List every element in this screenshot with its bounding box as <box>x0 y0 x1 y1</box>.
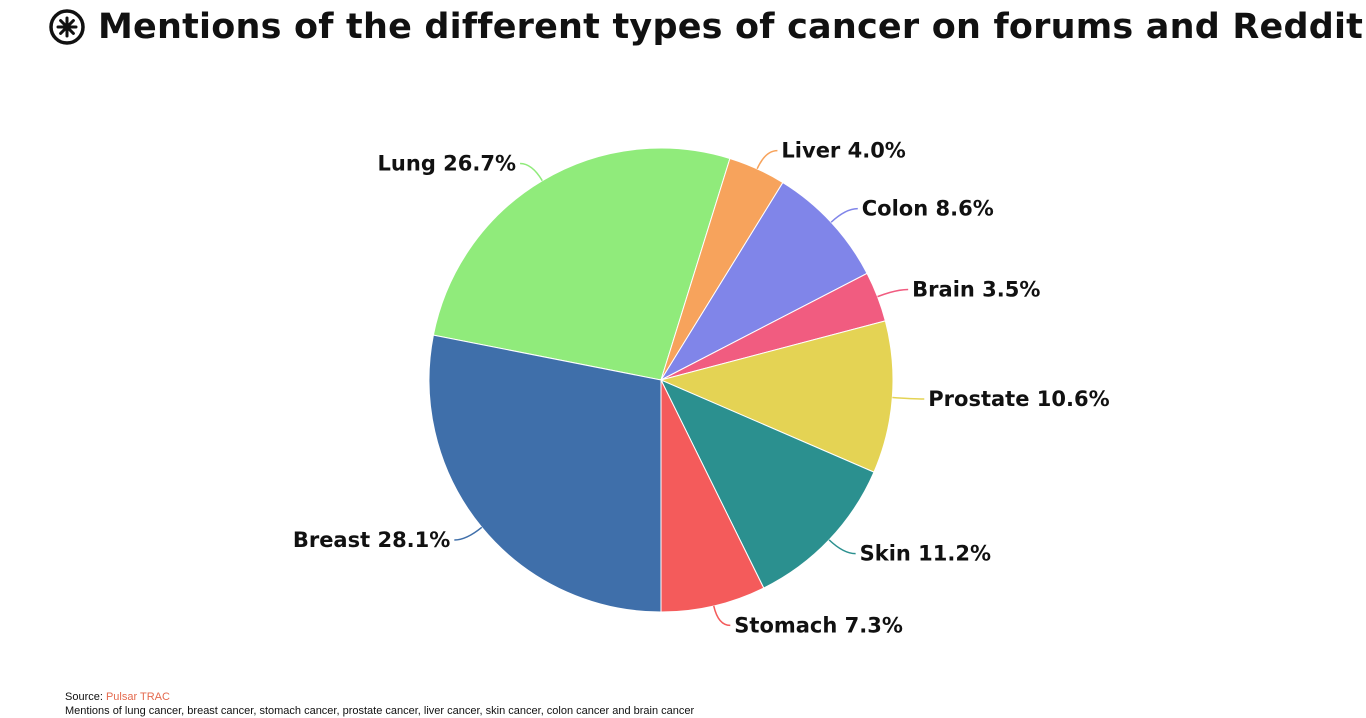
pie-slice-skin[interactable] <box>659 379 875 589</box>
chart-footer: Source: Pulsar TRAC Mentions of lung can… <box>65 690 694 718</box>
connector-colon <box>830 207 858 223</box>
pie-slice-stomach[interactable] <box>660 379 765 613</box>
connector-skin <box>828 539 856 555</box>
chart-header: Mentions of the different types of cance… <box>48 4 1363 50</box>
chart-title: Mentions of the different types of cance… <box>98 7 1364 47</box>
pulsar-logo-icon <box>49 9 85 45</box>
connector-prostate <box>892 396 925 400</box>
slice-label-brain: Brain 3.5% <box>912 277 1040 301</box>
pie-slice-breast[interactable] <box>428 334 662 613</box>
footer-note: Mentions of lung cancer, breast cancer, … <box>65 705 695 717</box>
slice-label-skin: Skin 11.2% <box>860 542 991 566</box>
slice-label-liver: Liver 4.0% <box>781 139 905 163</box>
source-link[interactable]: Pulsar TRAC <box>105 691 170 703</box>
connector-stomach <box>713 605 731 627</box>
connector-breast <box>454 526 483 541</box>
connector-liver <box>756 149 778 170</box>
slice-label-stomach: Stomach 7.3% <box>734 613 903 637</box>
pie-slice-lung[interactable] <box>432 147 731 381</box>
source-line: Source: Pulsar TRAC <box>65 690 694 704</box>
connector-brain <box>877 288 909 298</box>
slice-label-breast: Breast 28.1% <box>293 528 450 552</box>
pie-slice-prostate[interactable] <box>659 320 894 473</box>
source-prefix: Source: <box>65 691 106 703</box>
slice-label-prostate: Prostate 10.6% <box>928 387 1109 411</box>
slice-label-colon: Colon 8.6% <box>862 197 994 221</box>
slice-label-lung: Lung 26.7% <box>378 151 516 175</box>
connector-lung <box>519 162 543 182</box>
